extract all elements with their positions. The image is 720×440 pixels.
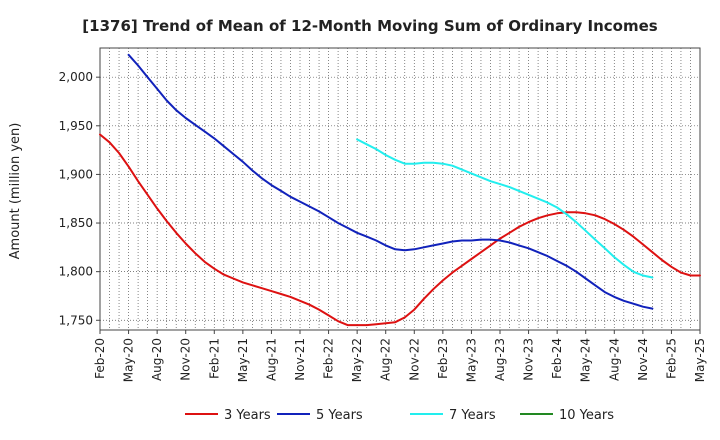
x-tick-label: May-25 <box>693 338 707 382</box>
x-tick-label: Aug-21 <box>264 338 278 381</box>
x-tick-label: Aug-22 <box>379 338 393 381</box>
series-lines <box>99 53 701 327</box>
chart-title: [1376] Trend of Mean of 12-Month Moving … <box>82 17 657 35</box>
x-tick-label: Nov-24 <box>636 338 650 381</box>
plot-area <box>99 47 701 331</box>
x-tick-label: Feb-22 <box>322 338 336 379</box>
series-line-5-years <box>127 53 654 310</box>
x-tick-label: Nov-22 <box>407 338 421 381</box>
y-tick-label: 1,900 <box>59 167 93 181</box>
y-tick-label: 1,800 <box>59 265 93 279</box>
series-line-7-years <box>356 138 654 279</box>
x-tick-label: May-20 <box>122 338 136 382</box>
y-tick-label: 2,000 <box>59 70 93 84</box>
legend-label-5-years: 5 Years <box>316 408 363 423</box>
x-tick-label: May-21 <box>236 338 250 382</box>
x-tick-label: Feb-20 <box>93 338 107 379</box>
y-tick-label: 1,750 <box>59 313 93 327</box>
x-tick-label: Aug-20 <box>150 338 164 381</box>
series-line-3-years <box>99 133 701 327</box>
x-tick-label: May-24 <box>579 338 593 382</box>
y-axis-ticks: 1,750 1,800 1,850 1,900 1,950 2,000 <box>59 70 100 327</box>
legend: 3 Years 5 Years 7 Years 10 Years <box>185 408 614 423</box>
legend-label-7-years: 7 Years <box>449 408 496 423</box>
x-tick-label: Nov-20 <box>179 338 193 381</box>
legend-label-3-years: 3 Years <box>224 408 271 423</box>
x-tick-label: Feb-24 <box>550 338 564 379</box>
x-tick-label: Feb-23 <box>436 338 450 379</box>
y-tick-label: 1,850 <box>59 216 93 230</box>
x-tick-label: May-23 <box>464 338 478 382</box>
x-tick-label: Nov-21 <box>293 338 307 381</box>
x-tick-label: Aug-24 <box>607 338 621 381</box>
x-tick-label: May-22 <box>350 338 364 382</box>
x-tick-label: Feb-21 <box>207 338 221 379</box>
x-tick-label: Nov-23 <box>522 338 536 381</box>
y-axis-label: Amount (million yen) <box>8 123 23 260</box>
y-tick-label: 1,950 <box>59 119 93 133</box>
legend-label-10-years: 10 Years <box>559 408 614 423</box>
x-tick-label: Aug-23 <box>493 338 507 381</box>
x-tick-label: Feb-25 <box>664 338 678 379</box>
x-axis-ticks: Feb-20 May-20 Aug-20 Nov-20 Feb-21 May-21 Aug-… <box>93 330 707 382</box>
